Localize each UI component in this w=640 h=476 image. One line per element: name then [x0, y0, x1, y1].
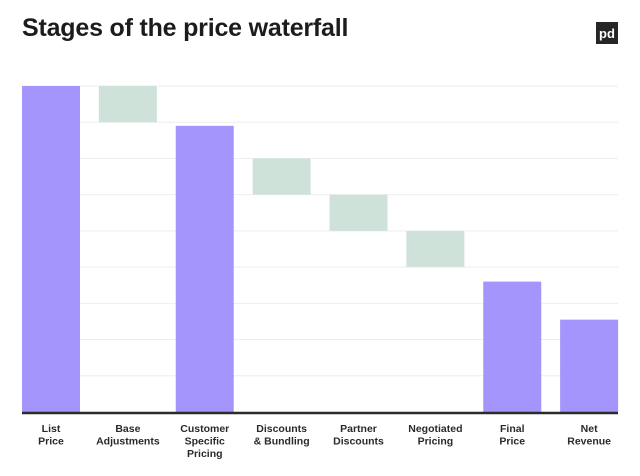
bar-list-price: [22, 86, 80, 412]
bar-partner-discounts: [329, 194, 388, 231]
bar-customer-specific-pricing: [175, 125, 234, 412]
x-tick-label: List Price: [38, 423, 64, 448]
bar-final-price: [483, 281, 542, 412]
x-tick-label: Net Revenue: [567, 423, 611, 448]
brand-logo: pd: [596, 22, 618, 44]
x-tick-label: Base Adjustments: [96, 423, 160, 448]
bar-base-adjustments: [98, 86, 157, 123]
logo-text: pd: [599, 25, 615, 41]
chart-title: Stages of the price waterfall: [22, 14, 349, 42]
x-tick-label: Customer Specific Pricing: [180, 423, 229, 460]
x-tick-label: Final Price: [499, 423, 525, 448]
bar-net-revenue: [560, 319, 619, 412]
x-tick-label: Partner Discounts: [333, 423, 384, 448]
x-tick-label: Negotiated Pricing: [408, 423, 462, 448]
bar-negotiated-pricing: [406, 230, 465, 268]
bar-discounts-bundling: [252, 158, 311, 195]
x-tick-label: Discounts & Bundling: [254, 423, 310, 448]
